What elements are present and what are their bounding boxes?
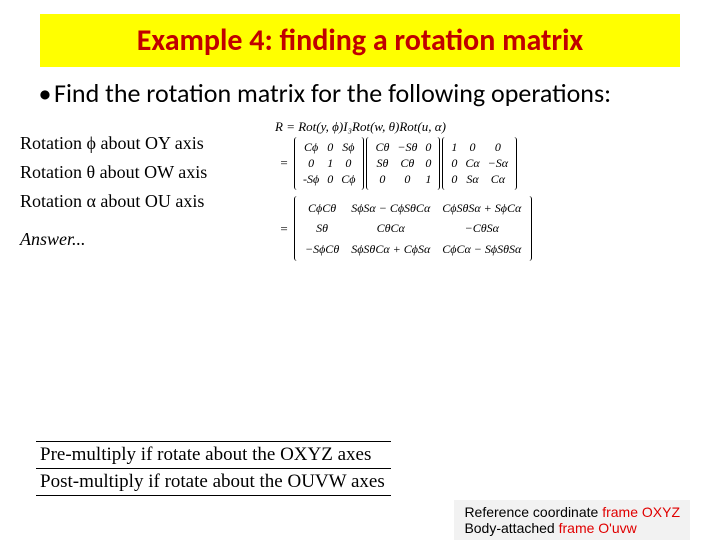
equals-1: =	[275, 155, 293, 171]
left-column: Rotation ϕ about OY axis Rotation θ abou…	[20, 119, 275, 263]
rotation-theta: Rotation θ about OW axis	[20, 158, 275, 187]
equals-2: =	[275, 221, 293, 237]
bullet-content: Find the rotation matrix for the followi…	[54, 77, 611, 109]
rotation-phi: Rotation ϕ about OY axis	[20, 129, 275, 158]
matrix-Ry: Cϕ0Sϕ 010 -Sϕ0Cϕ	[294, 137, 364, 190]
note-postmultiply: Post-multiply if rotate about the OUVW a…	[36, 469, 391, 495]
ref-line-2: Body-attached frame O'uvw	[464, 520, 680, 536]
notes-box: Pre-multiply if rotate about the OXYZ ax…	[36, 441, 391, 496]
matrix-Rw: Cθ−Sθ0 SθCθ0 001	[366, 137, 440, 190]
bullet-text: •Find the rotation matrix for the follow…	[36, 77, 684, 109]
note-premultiply: Pre-multiply if rotate about the OXYZ ax…	[36, 442, 391, 469]
equation-R: R = Rot(y, ϕ)I₃Rot(w, θ)Rot(u, α)	[275, 119, 700, 135]
matrix-row-2: = CϕCθSϕSα − CϕSθCαCϕSθSα + SϕCα SθCθCα−…	[275, 196, 700, 261]
reference-box: Reference coordinate frame OXYZ Body-att…	[454, 500, 690, 540]
matrix-result: CϕCθSϕSα − CϕSθCαCϕSθSα + SϕCα SθCθCα−Cθ…	[294, 196, 532, 261]
matrix-Ru: 100 0Cα−Sα 0SαCα	[442, 137, 517, 190]
rotation-alpha: Rotation α about OU axis	[20, 187, 275, 216]
matrix-row-1: = Cϕ0Sϕ 010 -Sϕ0Cϕ Cθ−Sθ0 SθCθ0 001 100 …	[275, 137, 700, 190]
ref-line-1: Reference coordinate frame OXYZ	[464, 504, 680, 520]
content-row: Rotation ϕ about OY axis Rotation θ abou…	[20, 119, 700, 263]
right-column: R = Rot(y, ϕ)I₃Rot(w, θ)Rot(u, α) = Cϕ0S…	[275, 119, 700, 263]
title-box: Example 4: finding a rotation matrix	[40, 14, 680, 67]
answer-label: Answer...	[20, 225, 275, 254]
bullet-marker: •	[36, 77, 54, 109]
slide-title: Example 4: finding a rotation matrix	[40, 22, 680, 59]
